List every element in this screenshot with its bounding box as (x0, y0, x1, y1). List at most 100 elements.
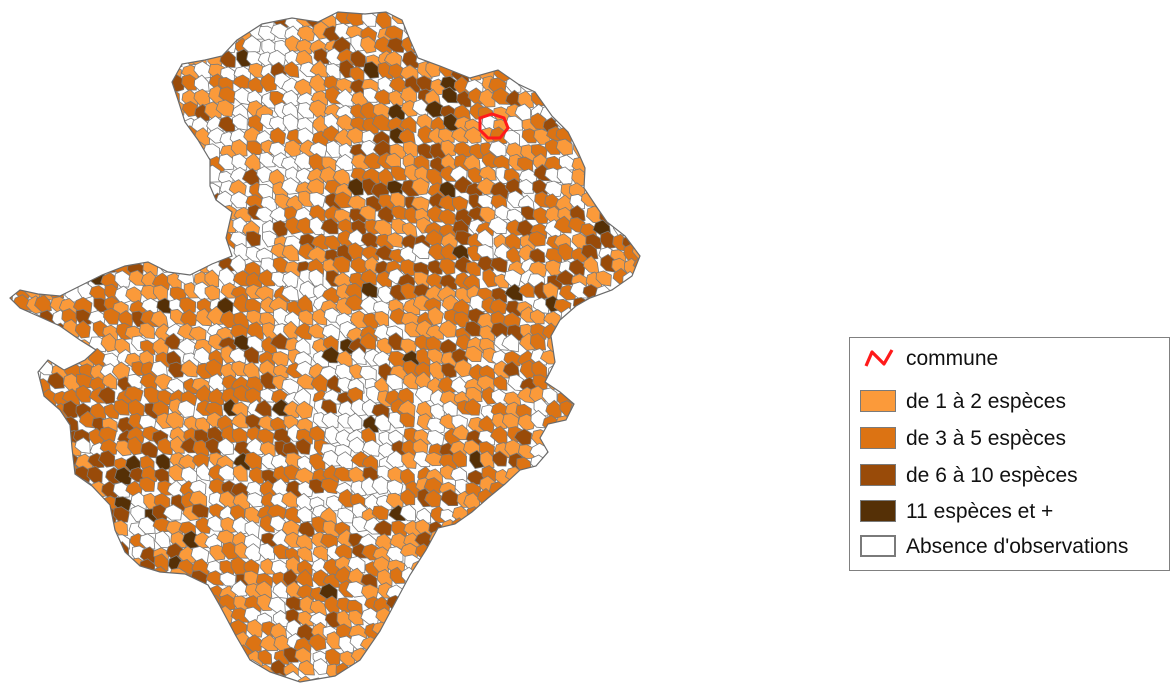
commune-cell (49, 507, 66, 525)
commune-cell (348, 609, 364, 626)
commune-cell (25, 73, 42, 92)
commune-cell (611, 580, 629, 597)
commune-cell (151, 272, 172, 291)
commune-cell (416, 646, 432, 666)
commune-cell (387, 659, 404, 676)
commune-cell (164, 24, 182, 43)
commune-cell (168, 463, 186, 482)
commune-cell (451, 126, 469, 144)
commune-cell (99, 633, 117, 651)
commune-cell (583, 165, 602, 183)
commune-cell (609, 673, 628, 682)
legend-swatch (860, 390, 896, 412)
commune-cell (440, 633, 459, 651)
commune-cell (232, 464, 248, 482)
commune-cell (10, 505, 27, 521)
commune-cell (176, 216, 197, 236)
commune-cell (139, 533, 156, 550)
commune-cell (399, 115, 417, 133)
commune-cell (168, 361, 186, 379)
commune-cell (138, 232, 156, 251)
commune-cell (495, 12, 511, 18)
commune-cell (610, 657, 630, 677)
commune-cell (295, 533, 313, 551)
commune-cell (438, 659, 455, 678)
commune-cell (467, 12, 486, 14)
commune-cell (129, 61, 149, 79)
commune-cell (141, 625, 159, 642)
commune-cell (477, 516, 493, 533)
commune-cell (12, 47, 31, 65)
commune-cell (635, 202, 640, 222)
commune-cell (152, 621, 172, 640)
commune-cell (90, 570, 109, 587)
commune-cell (154, 155, 170, 172)
commune-cell (622, 282, 640, 300)
commune-cell (391, 636, 407, 653)
commune-cell (64, 166, 81, 184)
commune-cell (611, 90, 629, 108)
commune-cell (22, 231, 40, 249)
commune-cell (386, 37, 406, 53)
commune-cell (544, 543, 562, 563)
commune-cell (167, 232, 186, 250)
commune-cell (100, 193, 117, 213)
commune-cell (556, 450, 577, 469)
commune-cell (504, 556, 522, 573)
commune-cell (36, 529, 55, 546)
commune-cell (11, 40, 31, 58)
commune-cell (140, 441, 159, 459)
commune-cell (113, 131, 134, 149)
commune-cell (556, 166, 574, 185)
commune-cell (267, 504, 287, 521)
commune-cell (650, 311, 660, 328)
commune-cell (464, 38, 483, 58)
commune-cell (311, 233, 330, 250)
commune-cell (206, 305, 224, 326)
commune-cell (424, 677, 443, 682)
commune-cell (294, 322, 314, 340)
commune-cell (530, 409, 547, 429)
commune-cell (10, 390, 18, 406)
commune-cell (593, 481, 610, 499)
commune-cell (152, 633, 170, 649)
commune-cell (514, 517, 535, 536)
commune-cell (306, 178, 325, 197)
commune-cell (634, 143, 640, 161)
commune-cell (12, 126, 29, 146)
commune-cell (246, 321, 264, 340)
commune-cell (625, 140, 640, 157)
commune-cell (347, 242, 364, 261)
commune-cell (40, 542, 58, 561)
commune-cell (114, 270, 132, 288)
commune-cell (282, 113, 299, 132)
commune-cell (570, 51, 589, 67)
commune-cell (281, 244, 300, 262)
commune-cell (127, 24, 146, 42)
commune-cell (22, 467, 41, 484)
commune-cell (410, 196, 431, 213)
commune-cell (438, 611, 457, 629)
commune-cell (582, 573, 602, 590)
commune-cell (58, 219, 78, 237)
commune-cell (320, 477, 339, 495)
commune-cell (609, 362, 626, 380)
commune-cell (639, 371, 640, 391)
commune-cell (464, 532, 484, 549)
commune-cell (571, 545, 589, 562)
commune-cell (335, 77, 354, 93)
legend-item-level2: de 3 à 5 espèces (850, 427, 1169, 457)
commune-cell (647, 676, 660, 686)
commune-cell (517, 90, 534, 110)
commune-cell (378, 675, 397, 682)
commune-cell (650, 598, 660, 615)
commune-cell (180, 634, 197, 653)
commune-cell (504, 283, 523, 302)
commune-cell (507, 62, 524, 79)
commune-cell (646, 220, 660, 236)
commune-cell (517, 543, 535, 561)
commune-cell (584, 24, 604, 44)
commune-cell (218, 12, 234, 28)
commune-cell (360, 268, 377, 286)
commune-cell (620, 333, 637, 350)
